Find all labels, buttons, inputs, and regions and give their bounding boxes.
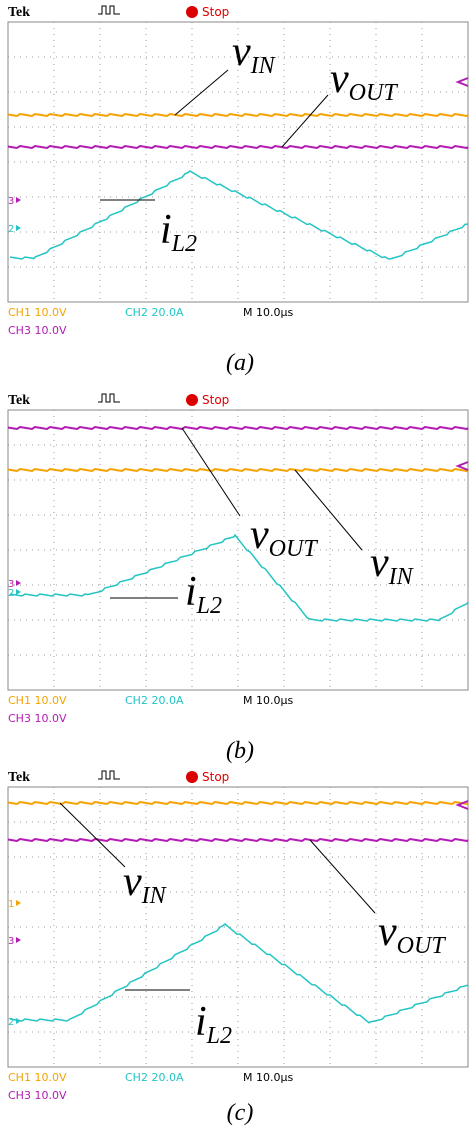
stop-dot	[186, 6, 198, 18]
status: Stop	[202, 770, 229, 784]
channel-marker: 2	[8, 224, 14, 235]
channel-marker: 3	[8, 936, 14, 947]
label-base: v	[123, 859, 142, 905]
label-base: v	[250, 512, 269, 558]
caption: (c)	[227, 1100, 254, 1126]
caption: (a)	[226, 350, 254, 376]
footer-ch1: CH1 10.0V	[8, 694, 67, 707]
stop-dot	[186, 394, 198, 406]
label-base: i	[160, 207, 172, 253]
label-base: v	[232, 29, 251, 75]
label-base: v	[370, 540, 389, 586]
label-sub: IN	[141, 883, 168, 909]
label-sub: IN	[388, 564, 415, 590]
label-sub: OUT	[349, 80, 399, 106]
channel-marker: 2	[8, 588, 14, 599]
label-base: v	[330, 56, 349, 102]
footer-ch2: CH2 20.0A	[125, 1071, 184, 1084]
brand: Tek	[8, 393, 30, 408]
label-base: i	[195, 999, 207, 1045]
status: Stop	[202, 393, 229, 407]
label-sub: OUT	[397, 933, 447, 959]
footer-time: M 10.0µs	[243, 694, 293, 707]
label-base: i	[185, 569, 197, 615]
channel-marker: 2	[8, 1017, 14, 1028]
footer-ch2: CH2 20.0A	[125, 694, 184, 707]
pulse-icon	[98, 6, 120, 14]
footer-ch3: CH3 10.0V	[8, 324, 67, 337]
pulse-icon	[98, 394, 120, 402]
label-sub: L2	[171, 231, 197, 257]
brand: Tek	[8, 5, 30, 20]
oscilloscope-figure: TekStop32vINvOUTiL2CH1 10.0VCH2 20.0AM 1…	[0, 0, 469, 1138]
footer-ch1: CH1 10.0V	[8, 306, 67, 319]
label-sub: OUT	[269, 536, 319, 562]
caption: (b)	[226, 738, 254, 764]
footer-ch1: CH1 10.0V	[8, 1071, 67, 1084]
channel-marker: 3	[8, 196, 14, 207]
status: Stop	[202, 5, 229, 19]
stop-dot	[186, 771, 198, 783]
pulse-icon	[98, 771, 120, 779]
footer-ch3: CH3 10.0V	[8, 1089, 67, 1102]
footer-time: M 10.0µs	[243, 306, 293, 319]
channel-marker: 1	[8, 899, 14, 910]
footer-ch3: CH3 10.0V	[8, 712, 67, 725]
brand: Tek	[8, 770, 30, 785]
label-sub: L2	[206, 1023, 232, 1049]
label-base: v	[378, 909, 397, 955]
label-sub: IN	[250, 53, 277, 79]
footer-ch2: CH2 20.0A	[125, 306, 184, 319]
label-sub: L2	[196, 593, 222, 619]
footer-time: M 10.0µs	[243, 1071, 293, 1084]
